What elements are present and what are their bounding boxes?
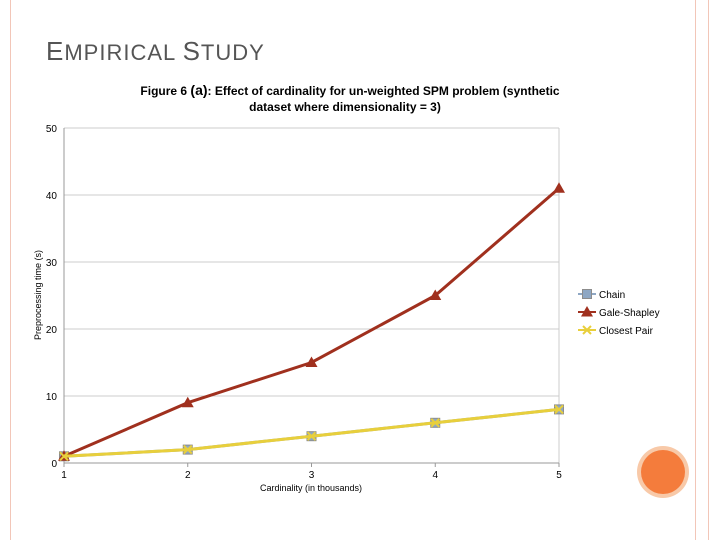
point-closest-pair-4	[430, 418, 440, 428]
y-tick-label-50: 50	[46, 124, 58, 135]
y-tick-label-40: 40	[46, 191, 58, 202]
y-tick-label-0: 0	[51, 459, 57, 470]
y-tick-label-30: 30	[46, 258, 58, 269]
series-gale-shapley	[58, 182, 565, 461]
point-gale-shapley-3	[305, 356, 318, 367]
title-word-study: TUDY	[200, 40, 265, 65]
legend-item-closest-pair: Closest Pair	[578, 325, 654, 337]
legend: Chain Gale-Shapley Closest Pair	[578, 289, 660, 337]
legend-marker-closest-pair	[582, 325, 592, 335]
plot-area: 0 10 20 30 40 50 1 2 3 4 5	[46, 124, 565, 481]
decorative-circle-inner	[641, 450, 685, 494]
chart-title-line1: Figure 6 (a): Effect of cardinality for …	[140, 82, 559, 98]
y-tick-label-20: 20	[46, 325, 58, 336]
x-tick-label-1: 1	[61, 470, 67, 481]
title-initial-e: E	[46, 36, 65, 66]
y-axis-label: Preprocessing time (s)	[33, 250, 43, 340]
x-tick-label-2: 2	[185, 470, 191, 481]
legend-marker-chain	[582, 289, 592, 299]
point-gale-shapley-4	[429, 289, 442, 300]
chart-title-mark: (a)	[190, 82, 207, 98]
x-tick-label-5: 5	[556, 470, 562, 481]
chart-title-rest: : Effect of cardinality for un-weighted …	[208, 84, 560, 98]
slide-title: EMPIRICAL STUDY	[46, 36, 265, 67]
frame-line-left-1	[10, 0, 11, 540]
y-tick-label-10: 10	[46, 392, 58, 403]
legend-item-gale-shapley: Gale-Shapley	[578, 306, 660, 319]
x-tick-label-4: 4	[432, 470, 438, 481]
legend-label-gale-shapley: Gale-Shapley	[599, 308, 660, 319]
legend-marker-gale-shapley	[581, 306, 593, 317]
title-initial-s: S	[182, 36, 201, 66]
title-word-empirical: MPIRICAL	[64, 40, 183, 65]
series-closest-pair	[59, 404, 564, 462]
legend-label-chain: Chain	[599, 290, 625, 301]
point-gale-shapley-5	[553, 182, 565, 193]
frame-line-right-1	[695, 0, 696, 540]
chart-title-line2: dataset where dimensionality = 3)	[249, 100, 441, 114]
legend-label-closest-pair: Closest Pair	[599, 326, 654, 337]
legend-item-chain: Chain	[578, 289, 625, 301]
point-closest-pair-3	[306, 431, 317, 441]
point-closest-pair-2	[183, 444, 193, 455]
point-gale-shapley-2	[181, 396, 194, 408]
chart-title-prefix: Figure 6	[140, 84, 190, 98]
point-closest-pair-1	[59, 451, 69, 462]
x-axis-label: Cardinality (in thousands)	[260, 483, 362, 493]
frame-line-right-2	[708, 0, 709, 540]
point-closest-pair-5	[554, 404, 564, 415]
x-tick-label-3: 3	[309, 470, 315, 481]
